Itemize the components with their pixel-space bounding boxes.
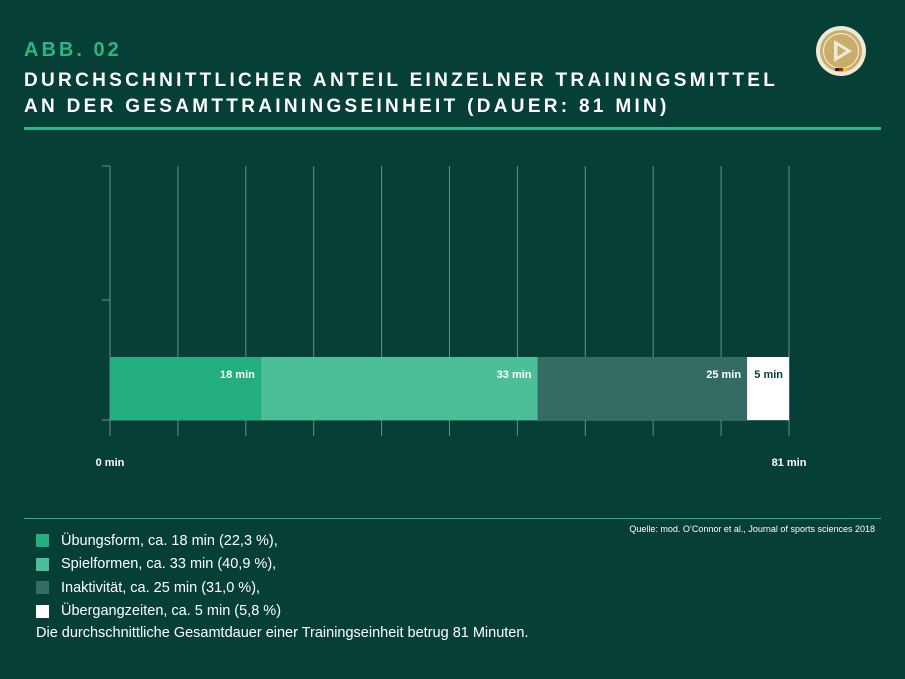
bar-data-label: 33 min (497, 369, 532, 381)
legend-item-uebungsform: Übungsform, ca. 18 min (22,3 %), (36, 529, 281, 553)
chart-title-line-2: AN DER GESAMTTRAININGSEINHEIT (DAUER: 81… (24, 96, 670, 117)
x-tick-label: 0 min (96, 457, 125, 469)
legend-label: Inaktivität, ca. 25 min (31,0 %), (61, 579, 261, 596)
summary-note: Die durchschnittliche Gesamtdauer einer … (36, 625, 529, 641)
legend-item-inaktivitaet: Inaktivität, ca. 25 min (31,0 %), (36, 576, 281, 600)
chart-title: DURCHSCHNITTLICHER ANTEIL EINZELNER TRAI… (24, 68, 824, 120)
chart-title-line-1: DURCHSCHNITTLICHER ANTEIL EINZELNER TRAI… (24, 70, 779, 91)
legend-label: Übergangzeiten, ca. 5 min (5,8 %) (61, 603, 282, 620)
chart-bars (110, 357, 789, 420)
figure-label: ABB. 02 (24, 39, 122, 61)
dfb-logo-icon (816, 26, 866, 76)
bar-data-label: 25 min (706, 369, 741, 381)
chart-data-labels: 18 min 33 min 25 min 5 min (220, 369, 783, 381)
legend-swatch (36, 534, 49, 548)
x-tick-label: 81 min (772, 457, 807, 469)
source-citation: Quelle: mod. O’Connor et al., Journal of… (629, 524, 875, 534)
chart-legend: Übungsform, ca. 18 min (22,3 %), Spielfo… (36, 529, 281, 623)
bar-segment (260, 357, 538, 420)
bar-segment (747, 357, 789, 420)
legend-label: Übungsform, ca. 18 min (22,3 %), (61, 532, 278, 549)
footer-divider (24, 518, 881, 519)
legend-swatch (36, 604, 49, 618)
legend-item-uebergangzeiten: Übergangzeiten, ca. 5 min (5,8 %) (36, 600, 281, 624)
bar-data-label: 5 min (754, 369, 783, 381)
legend-swatch (36, 581, 49, 595)
legend-item-spielformen: Spielformen, ca. 33 min (40,9 %), (36, 553, 281, 577)
bar-segment (110, 357, 261, 420)
bar-segment (537, 357, 748, 420)
header-divider (24, 127, 881, 130)
bar-data-label: 18 min (220, 369, 255, 381)
legend-swatch (36, 557, 49, 571)
chart-x-tick-labels: 0 min 81 min (96, 457, 807, 469)
legend-label: Spielformen, ca. 33 min (40,9 %), (61, 556, 277, 573)
